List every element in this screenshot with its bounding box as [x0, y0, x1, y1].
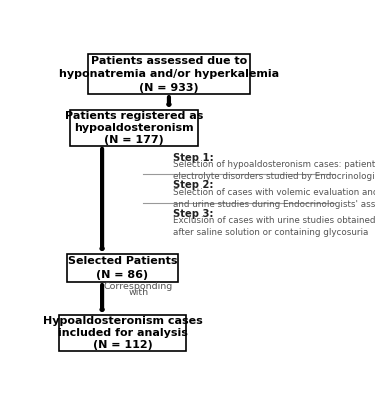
Text: Exclusion of cases with urine studies obtained
after saline solution or containi: Exclusion of cases with urine studies ob… — [173, 216, 375, 237]
Text: (N = 112): (N = 112) — [93, 340, 152, 350]
FancyBboxPatch shape — [70, 110, 198, 146]
Text: Selected Patients: Selected Patients — [68, 256, 177, 266]
Text: with: with — [128, 288, 148, 297]
Text: Selection of cases with volemic evaluation and biochemical serum
and urine studi: Selection of cases with volemic evaluati… — [173, 188, 375, 209]
Text: hypoaldosteronism: hypoaldosteronism — [74, 123, 194, 133]
FancyBboxPatch shape — [87, 54, 251, 94]
Text: Patients registered as: Patients registered as — [65, 111, 203, 121]
Text: Selection of hypoaldosteronism cases: patients with
electrolyte disorders studie: Selection of hypoaldosteronism cases: pa… — [173, 160, 375, 181]
FancyBboxPatch shape — [67, 254, 178, 282]
Text: Corresponding: Corresponding — [104, 282, 173, 291]
Text: Step 3:: Step 3: — [173, 209, 214, 219]
Text: (N = 177): (N = 177) — [104, 135, 164, 145]
Text: (N = 933): (N = 933) — [139, 82, 199, 92]
FancyBboxPatch shape — [58, 315, 186, 351]
Text: Hypoaldosteronism cases: Hypoaldosteronism cases — [42, 316, 203, 326]
Text: Step 2:: Step 2: — [173, 180, 214, 190]
Text: Patients assessed due to: Patients assessed due to — [91, 56, 247, 66]
Text: Step 1:: Step 1: — [173, 153, 214, 163]
Text: (N = 86): (N = 86) — [96, 270, 148, 280]
Text: hyponatremia and/or hyperkalemia: hyponatremia and/or hyperkalemia — [59, 69, 279, 79]
Text: included for analysis: included for analysis — [57, 328, 188, 338]
